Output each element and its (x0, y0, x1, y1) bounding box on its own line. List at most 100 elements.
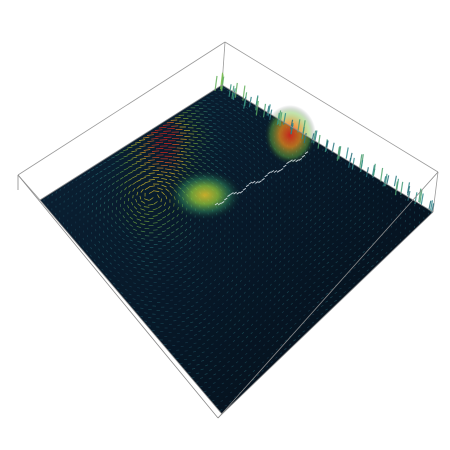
vector-glyph (349, 212, 352, 215)
vector-glyph (253, 276, 255, 279)
vector-glyph (273, 295, 276, 298)
vector-glyph (367, 224, 370, 228)
vector-glyph (314, 215, 317, 218)
vector-glyph (330, 288, 333, 291)
vector-glyph (254, 336, 257, 339)
vector-glyph (215, 108, 220, 111)
vector-glyph (103, 223, 105, 226)
vector-glyph (236, 169, 239, 172)
vector-glyph (86, 242, 89, 245)
vector-glyph (162, 209, 167, 213)
vector-glyph (313, 251, 317, 254)
vector-glyph (334, 299, 337, 302)
vector-glyph (251, 315, 254, 318)
vector-glyph (194, 325, 198, 328)
highlight-glyph (261, 177, 265, 181)
vector-glyph (308, 286, 312, 289)
vector-glyph (305, 237, 308, 240)
vector-glyph (188, 139, 195, 141)
highlight-glyph (236, 191, 240, 195)
vector-glyph (318, 218, 321, 221)
vector-glyph (331, 186, 334, 189)
vector-glyph (144, 312, 148, 314)
vector-glyph (199, 119, 205, 121)
vector-glyph (349, 219, 352, 222)
vector-glyph (297, 237, 299, 240)
vector-glyph (179, 246, 183, 249)
vector-glyph (181, 329, 185, 331)
vector-glyph (197, 152, 202, 155)
vector-glyph (135, 198, 138, 203)
vector-glyph (246, 319, 249, 322)
vector-glyph (377, 216, 379, 219)
vector-glyph (236, 268, 238, 271)
vector-glyph (226, 132, 230, 135)
vector-glyph (87, 198, 90, 201)
vector-glyph (323, 200, 325, 203)
vector-glyph (363, 228, 366, 232)
vector-glyph (128, 301, 132, 304)
vector-glyph (203, 310, 207, 313)
vector-glyph (358, 190, 361, 194)
vector-glyph (234, 299, 237, 302)
vector-glyph (371, 257, 374, 260)
vector-glyph (206, 165, 211, 168)
vector-glyph (252, 144, 255, 148)
vector-glyph (123, 149, 129, 152)
vector-glyph (166, 220, 171, 223)
vector-glyph (145, 280, 149, 282)
vector-glyph (218, 275, 221, 278)
vector-glyph (71, 188, 74, 191)
vector-glyph (218, 144, 222, 147)
vector-glyph (363, 221, 366, 224)
vector-glyph (363, 173, 365, 176)
vector-glyph (139, 139, 146, 141)
vector-glyph (235, 283, 238, 286)
vector-glyph (340, 264, 343, 267)
vector-glyph (197, 240, 200, 243)
vector-glyph (183, 273, 187, 276)
vector-glyph (121, 260, 125, 263)
vector-glyph (299, 294, 302, 297)
vector-glyph (221, 391, 224, 394)
vector-glyph (185, 154, 191, 157)
vector-glyph (256, 287, 259, 290)
vector-glyph (114, 221, 117, 225)
vector-glyph (241, 340, 244, 343)
vector-glyph (256, 295, 259, 298)
vector-glyph (127, 146, 133, 149)
vector-glyph (390, 240, 393, 243)
vector-glyph (257, 166, 260, 170)
vector-glyph (105, 265, 108, 268)
vector-glyph (162, 124, 171, 126)
vector-glyph (227, 156, 230, 159)
vector-glyph (305, 202, 308, 205)
highlight-glyph (295, 159, 299, 163)
vector-glyph (227, 352, 231, 355)
vector-glyph (223, 249, 226, 252)
vector-glyph (313, 281, 316, 284)
vector-glyph (133, 236, 137, 239)
vector-glyph (358, 218, 361, 221)
vector-glyph (136, 218, 142, 221)
vector-glyph (166, 227, 171, 230)
vector-glyph (269, 299, 272, 302)
vector-glyph (166, 271, 170, 273)
vector-glyph (386, 229, 388, 232)
vector-glyph (240, 154, 243, 157)
vector-glyph (261, 369, 264, 372)
vector-glyph (165, 168, 172, 171)
vector-glyph (67, 184, 70, 187)
vector-glyph (238, 382, 242, 385)
vector-glyph (224, 114, 228, 117)
vector-glyph (219, 238, 222, 241)
vector-glyph (232, 256, 234, 260)
vector-glyph (305, 208, 308, 212)
vector-glyph (228, 112, 232, 114)
vector-glyph (218, 267, 221, 270)
vector-glyph (279, 238, 282, 241)
wall-vector-glyph (255, 100, 259, 116)
vector-glyph (148, 179, 155, 181)
vector-glyph (353, 244, 357, 247)
vector-glyph (243, 132, 246, 135)
